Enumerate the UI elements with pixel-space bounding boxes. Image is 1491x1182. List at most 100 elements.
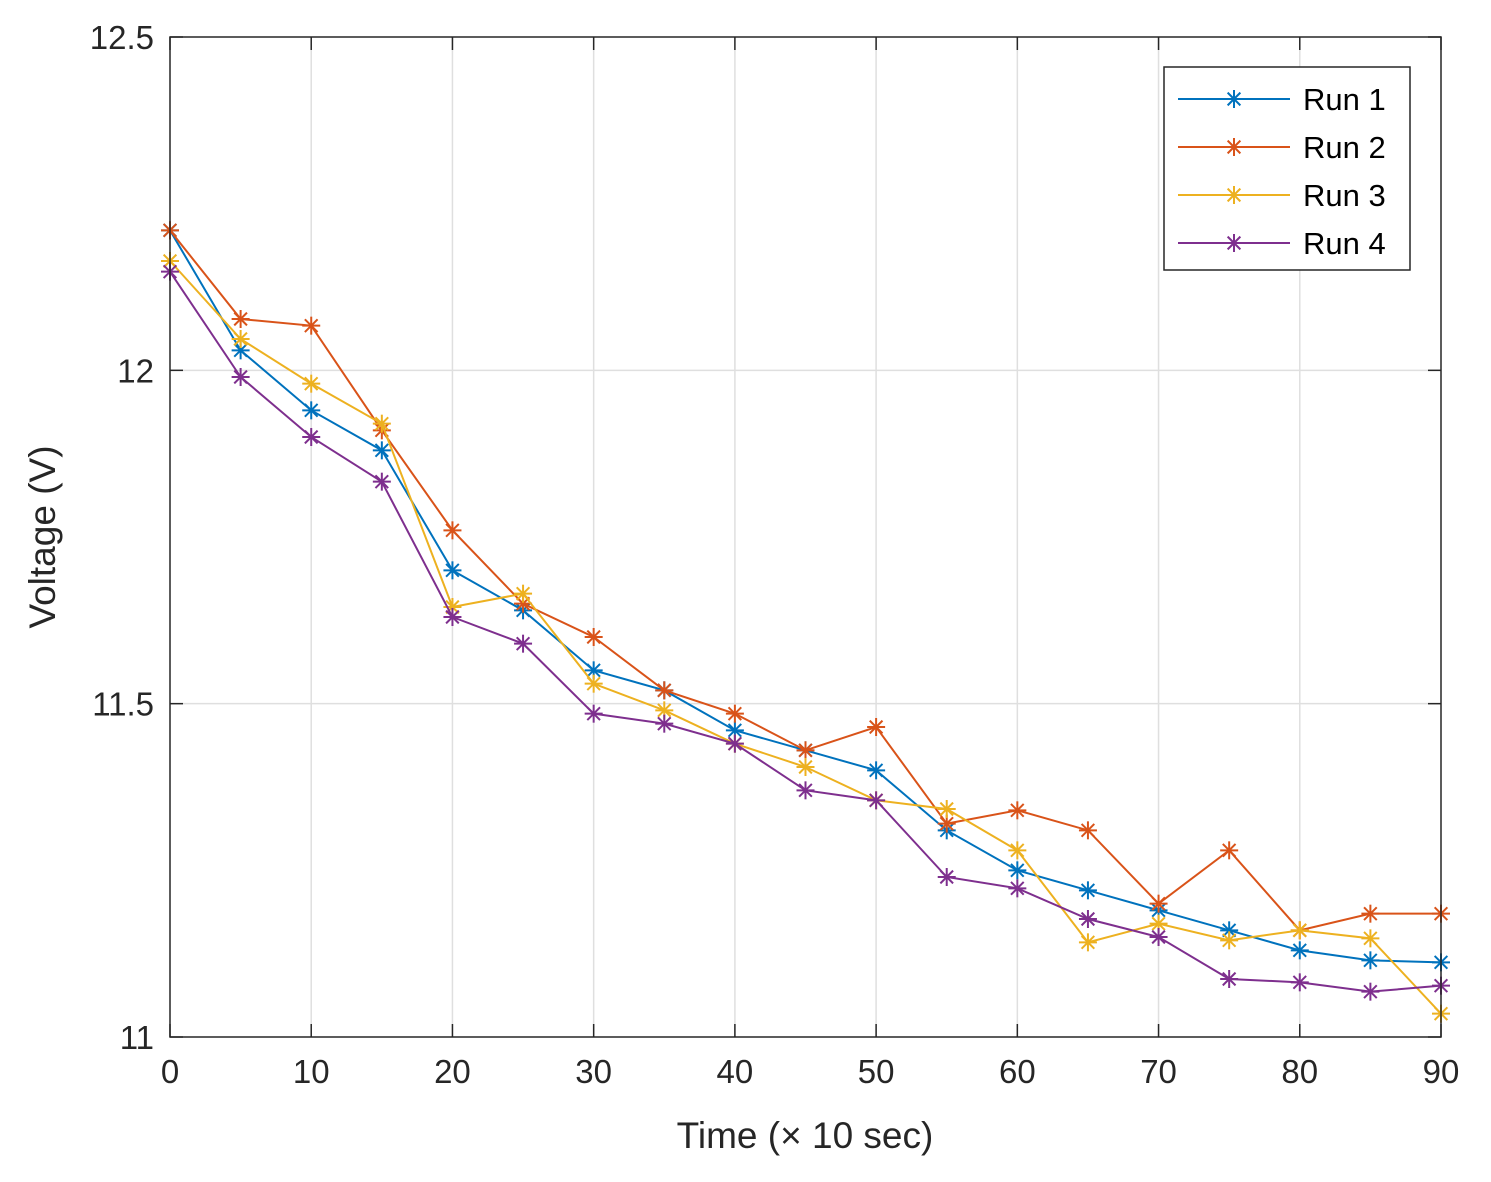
run-3-marker-stroke-3 — [586, 676, 601, 691]
x-tick-label: 90 — [1423, 1053, 1460, 1090]
legend-run-4-label: Run 4 — [1303, 226, 1386, 261]
run-2-marker-stroke-3 — [1151, 896, 1166, 911]
run-4-marker-stroke-3 — [374, 474, 389, 489]
run-4-marker-stroke-3 — [939, 869, 954, 885]
run-3-marker-stroke-3 — [657, 703, 672, 718]
run-1-marker-stroke-3 — [1292, 943, 1307, 958]
run-4-marker — [1149, 928, 1168, 946]
run-4-marker-stroke-3 — [1151, 929, 1166, 945]
run-3-marker-stroke-3 — [1363, 931, 1378, 946]
run-2-marker — [1008, 801, 1027, 820]
run-3-marker-stroke-3 — [445, 599, 460, 615]
run-4-marker — [937, 868, 956, 886]
legend: Run 1 Run 2 Run 3 Run 4 — [1163, 66, 1411, 271]
run-4-marker-stroke-3 — [586, 706, 601, 721]
run-1-marker-stroke-3 — [1363, 953, 1378, 968]
run-4-marker-stroke-3 — [1363, 984, 1378, 999]
run-1-marker-stroke-3 — [1222, 923, 1237, 938]
run-2-marker-stroke-3 — [233, 311, 248, 327]
run-3-series — [161, 252, 1450, 1023]
run-4-marker — [1220, 970, 1239, 988]
run-2-marker — [1361, 904, 1380, 923]
run-2-marker — [1149, 894, 1168, 913]
run-4-marker — [1361, 982, 1380, 1001]
run-4-marker — [443, 608, 462, 626]
x-tick-label: 0 — [161, 1053, 179, 1090]
run-1-marker-stroke-3 — [374, 443, 389, 458]
run-2-marker — [937, 814, 956, 833]
run-4-marker — [1290, 973, 1309, 992]
run-3-marker — [1008, 841, 1027, 860]
run-1-marker — [725, 721, 744, 740]
run-4-marker — [867, 791, 886, 810]
legend-run-2: Run 2 — [1178, 130, 1386, 165]
run-2-marker — [302, 316, 321, 335]
legend-run-2-marker-stroke-3 — [1226, 139, 1242, 155]
x-tick-label: 50 — [858, 1053, 895, 1090]
run-3-marker-stroke-3 — [233, 331, 248, 347]
run-4-marker — [725, 734, 744, 753]
run-2-marker — [655, 681, 674, 700]
run-3-marker — [231, 330, 250, 348]
run-3-marker — [372, 414, 391, 433]
x-axis-title: Time (× 10 sec) — [677, 1115, 934, 1156]
legend-run-4-marker-stroke-3 — [1226, 235, 1242, 251]
run-1-marker-stroke-3 — [445, 563, 460, 578]
run-4-marker — [302, 428, 321, 446]
plot-frame — [169, 36, 1442, 1038]
run-1-marker — [372, 441, 391, 460]
run-2-marker-stroke-3 — [1080, 823, 1096, 838]
run-4-marker-stroke-3 — [869, 793, 884, 808]
run-2-marker-stroke-3 — [1010, 803, 1025, 818]
run-2-marker-stroke-3 — [657, 683, 672, 698]
run-3-marker-stroke-3 — [1080, 935, 1096, 950]
run-3-marker-stroke-3 — [1010, 843, 1025, 858]
legend-run-4-marker — [1225, 234, 1243, 252]
run-1-marker — [1078, 881, 1097, 900]
legend-run-2-label: Run 2 — [1303, 130, 1386, 165]
legend-run-1: Run 1 — [1178, 82, 1386, 117]
run-3-marker — [1220, 931, 1239, 950]
run-4-marker-stroke-3 — [657, 716, 672, 731]
x-tick-label: 20 — [434, 1053, 471, 1090]
run-3-marker — [514, 584, 533, 603]
run-4-marker — [1008, 879, 1027, 898]
run-1-marker — [1290, 941, 1309, 960]
run-1-marker-stroke-3 — [869, 763, 884, 778]
run-4-marker-stroke-3 — [1222, 971, 1237, 987]
run-1-marker — [443, 561, 462, 580]
run-2-marker-stroke-3 — [445, 523, 460, 538]
run-1-marker-stroke-3 — [233, 343, 248, 358]
run-2-marker-stroke-3 — [798, 743, 813, 758]
run-3-marker — [1078, 933, 1097, 952]
x-tick-label: 70 — [1140, 1053, 1177, 1090]
run-3-marker — [1361, 929, 1380, 948]
x-tick-label: 60 — [999, 1053, 1036, 1090]
legend-run-1-marker-stroke-3 — [1226, 91, 1242, 107]
run-4-marker-stroke-3 — [233, 369, 248, 385]
run-3-marker-stroke-3 — [515, 586, 531, 601]
legend-run-3-label: Run 3 — [1303, 178, 1386, 213]
y-axis-title: Voltage (V) — [22, 445, 63, 628]
run-2-marker-stroke-3 — [1363, 906, 1378, 921]
run-3-marker-stroke-3 — [798, 759, 813, 775]
run-1-marker — [1008, 861, 1027, 880]
run-4-series — [161, 262, 1450, 1001]
run-4-marker-stroke-3 — [798, 783, 813, 798]
run-2-marker — [231, 310, 250, 328]
run-2-marker — [514, 594, 533, 613]
run-1-marker-stroke-3 — [304, 403, 319, 418]
run-2-marker-stroke-3 — [727, 706, 742, 721]
run-4-marker — [1078, 910, 1097, 928]
run-4-marker — [655, 714, 674, 733]
ticks: 0 10 20 30 40 50 60 70 80 90 11 11.5 12 12.5 — [90, 19, 1460, 1090]
run-1-marker-stroke-3 — [727, 723, 742, 738]
run-3-marker — [796, 758, 815, 776]
run-1-marker — [302, 401, 321, 420]
run-4-marker — [372, 472, 391, 491]
run-2-marker — [1078, 821, 1097, 840]
legend-run-3-marker-stroke-3 — [1226, 187, 1242, 203]
y-tick-label: 11 — [120, 1019, 154, 1056]
run-4-marker-stroke-3 — [445, 609, 460, 625]
